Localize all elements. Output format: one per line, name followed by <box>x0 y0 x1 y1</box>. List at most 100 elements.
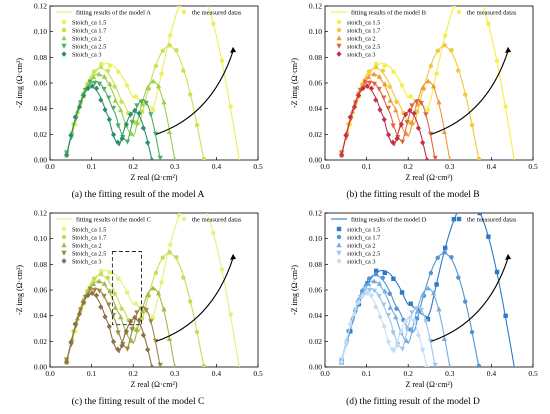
data-point <box>93 292 100 299</box>
data-point <box>102 313 108 320</box>
panel-caption: (d) the fitting result of the model D <box>346 396 480 407</box>
data-point <box>423 319 429 325</box>
data-point <box>155 83 162 89</box>
data-point <box>194 122 200 128</box>
data-point <box>376 73 383 79</box>
plot-area <box>64 6 241 160</box>
measured-points-5 <box>339 83 430 160</box>
fit-line-2 <box>341 45 480 160</box>
legend-series-label: Stoich_ca 1.5 <box>72 226 106 233</box>
data-point <box>134 103 140 109</box>
data-point <box>133 301 138 306</box>
legend-series-label: stoich_ca 1.7 <box>347 27 380 34</box>
panel-caption: (a) the fitting result of the model A <box>72 189 205 200</box>
data-point <box>442 250 447 255</box>
data-point <box>85 82 91 88</box>
data-point <box>371 278 377 284</box>
data-point <box>106 323 112 330</box>
x-tick-label: 0.0 <box>320 162 330 171</box>
data-point <box>106 116 112 123</box>
data-point <box>176 213 182 218</box>
x-axis-label: Z real (Ω·cm²) <box>406 173 453 182</box>
trend-curve <box>430 50 509 135</box>
x-tick-label: 0.5 <box>253 369 263 378</box>
data-point <box>404 327 410 333</box>
data-point <box>424 157 430 160</box>
data-point <box>360 289 366 295</box>
data-point <box>423 112 429 118</box>
data-point <box>513 159 516 160</box>
chart-panel-c: 0.0 0.1 0.2 0.3 0.4 0.5 0.00 0.02 0.04 0.06 0.08 0.… <box>15 207 263 408</box>
data-point <box>112 97 118 103</box>
data-point <box>451 6 457 8</box>
chart-panel-d: 0.0 0.1 0.2 0.3 0.4 0.5 0.00 0.02 0.04 0.06 0.08 0.… <box>290 209 538 408</box>
data-point <box>143 100 149 106</box>
data-point <box>399 290 405 295</box>
x-tick-label: 0.4 <box>212 162 222 171</box>
data-point <box>98 61 104 67</box>
data-point <box>435 255 440 261</box>
data-point <box>118 314 124 320</box>
data-point <box>92 80 98 86</box>
data-point <box>376 280 383 286</box>
legend-fit-label: fitting results of the model D <box>351 217 427 224</box>
legend-series-swatch <box>61 226 67 232</box>
data-point <box>424 364 430 367</box>
y-tick-label: 0.08 <box>309 260 322 269</box>
highlight-box <box>111 251 142 326</box>
data-point <box>366 281 372 287</box>
data-point <box>399 346 406 352</box>
data-point <box>115 346 121 353</box>
y-tick-label: 0.04 <box>309 104 322 113</box>
data-point <box>449 48 454 53</box>
data-point <box>107 63 113 69</box>
legend-series-swatch <box>61 234 67 240</box>
x-tick-label: 0.1 <box>87 162 97 171</box>
legend-series-swatch <box>336 250 342 256</box>
data-point <box>143 307 149 313</box>
data-point <box>107 270 113 276</box>
y-tick-label: 0.10 <box>34 234 47 243</box>
y-tick-label: 0.12 <box>309 209 322 218</box>
data-point <box>449 255 454 260</box>
data-point <box>91 276 97 281</box>
data-point <box>64 359 70 365</box>
legend-fit-label: fitting results of the model A <box>76 10 151 17</box>
data-point <box>362 79 368 85</box>
data-point <box>494 58 500 63</box>
data-point <box>381 302 387 308</box>
legend-measured-label: the measured datas <box>467 217 517 224</box>
x-tick-label: 0.3 <box>170 369 180 378</box>
data-point <box>106 302 112 308</box>
data-point <box>87 286 93 292</box>
data-point <box>390 330 396 336</box>
legend-series-label: stoich_ca 1.7 <box>347 234 380 241</box>
data-point <box>134 119 140 125</box>
data-point <box>160 48 165 54</box>
legend-series-swatch <box>336 19 342 25</box>
data-point <box>425 78 431 84</box>
data-point <box>174 48 179 53</box>
y-tick-label: 0.10 <box>309 234 322 243</box>
y-tick-label: 0.08 <box>34 53 47 62</box>
data-point <box>385 131 392 138</box>
data-point <box>377 106 383 113</box>
data-point <box>112 84 117 89</box>
data-point <box>138 99 145 105</box>
data-point <box>414 109 420 114</box>
data-point <box>85 85 91 92</box>
data-point <box>407 107 413 114</box>
data-point <box>161 306 167 312</box>
data-point <box>140 125 146 131</box>
data-point <box>362 286 368 292</box>
data-point <box>477 213 482 216</box>
data-point <box>160 255 165 261</box>
data-point <box>351 104 358 110</box>
data-point <box>443 245 448 251</box>
data-point <box>85 289 91 295</box>
data-point <box>194 329 200 335</box>
data-point <box>203 207 207 211</box>
data-point <box>145 139 151 146</box>
data-point <box>512 366 517 367</box>
